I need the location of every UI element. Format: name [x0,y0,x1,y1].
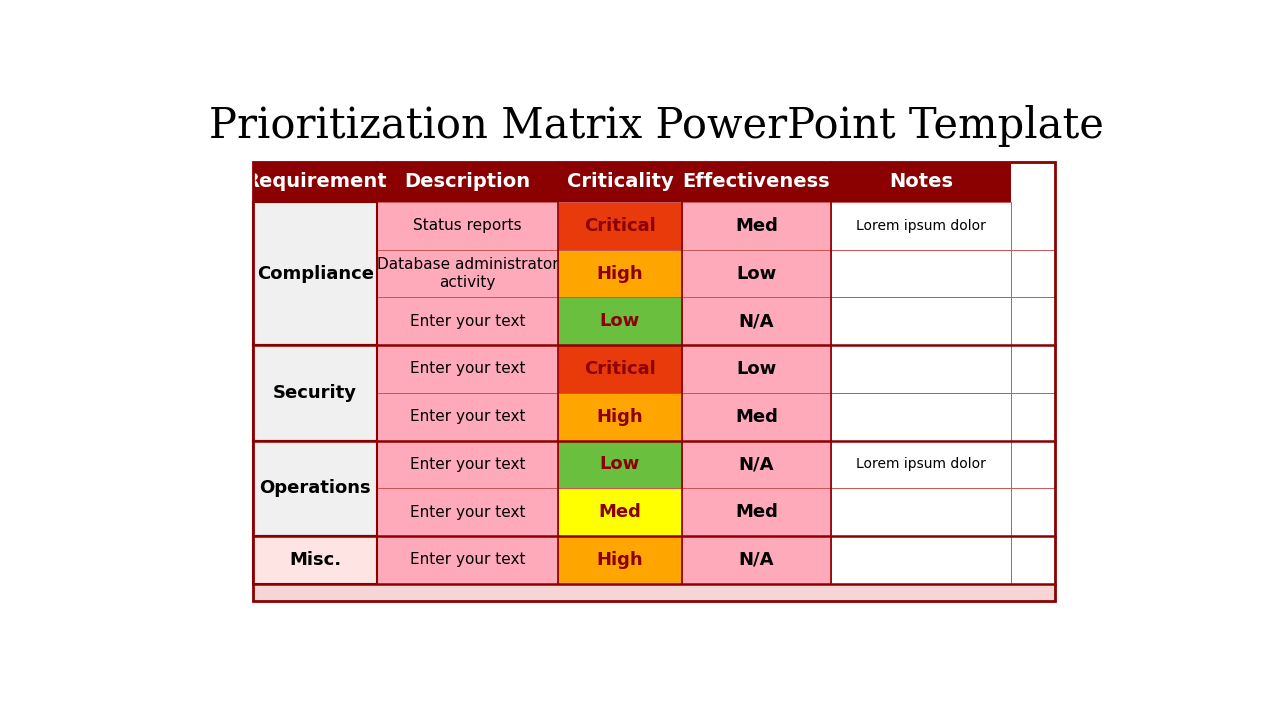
Bar [682,488,831,536]
Bar [831,488,1011,536]
Bar [682,202,831,250]
Text: Enter your text: Enter your text [410,552,525,567]
Text: Enter your text: Enter your text [410,314,525,329]
Bar [831,297,1011,345]
Bar [558,393,682,441]
Bar [831,202,1011,250]
Bar [378,441,558,488]
Bar [253,202,378,345]
Text: Enter your text: Enter your text [410,409,525,424]
Text: Misc.: Misc. [289,551,342,569]
Text: N/A: N/A [739,312,774,330]
Bar [682,297,831,345]
Bar [831,536,1011,584]
Bar [378,202,558,250]
Bar [253,441,378,536]
Text: Database administrator
activity: Database administrator activity [376,257,558,289]
Bar [378,536,558,584]
Bar [682,162,831,202]
Text: Effectiveness: Effectiveness [682,172,831,192]
Bar [378,393,558,441]
Text: Low: Low [736,264,777,282]
Bar [558,250,682,297]
Text: N/A: N/A [739,456,774,474]
Bar [253,162,378,202]
Bar [682,345,831,393]
Text: Med: Med [735,408,778,426]
Text: High: High [596,551,644,569]
Text: Lorem ipsum dolor: Lorem ipsum dolor [856,219,986,233]
Bar [378,250,558,297]
Text: Med: Med [599,503,641,521]
Text: Med: Med [735,503,778,521]
Bar [378,297,558,345]
Bar [253,441,378,536]
Text: N/A: N/A [739,551,774,569]
Text: Enter your text: Enter your text [410,361,525,377]
Bar [253,536,378,584]
Bar [831,393,1011,441]
Text: Low: Low [600,312,640,330]
Text: Prioritization Matrix PowerPoint Template: Prioritization Matrix PowerPoint Templat… [209,105,1103,148]
Bar [253,345,378,441]
Text: Security: Security [273,384,357,402]
Bar [558,441,682,488]
Bar [378,488,558,536]
Bar [558,536,682,584]
Bar [682,441,831,488]
Bar [831,441,1011,488]
Bar [253,584,1055,600]
Bar [831,345,1011,393]
Bar [253,536,378,584]
Bar [682,250,831,297]
Text: Enter your text: Enter your text [410,505,525,520]
Bar [558,345,682,393]
Text: Lorem ipsum dolor: Lorem ipsum dolor [856,457,986,472]
Text: Enter your text: Enter your text [410,457,525,472]
Bar [558,162,682,202]
Text: High: High [596,264,644,282]
Text: Compliance: Compliance [257,264,374,282]
Bar [253,162,1055,600]
Bar [558,488,682,536]
Bar [378,162,558,202]
Text: Low: Low [600,456,640,474]
Bar [253,345,378,441]
Text: Notes: Notes [888,172,952,192]
Bar [558,297,682,345]
Text: Critical: Critical [584,360,655,378]
Bar [253,202,378,345]
Text: Criticality: Criticality [567,172,673,192]
Text: Low: Low [736,360,777,378]
Text: Requirement: Requirement [244,172,387,192]
Text: Status reports: Status reports [413,218,522,233]
Bar [682,536,831,584]
Text: Med: Med [735,217,778,235]
Text: Critical: Critical [584,217,655,235]
Text: High: High [596,408,644,426]
Bar [682,393,831,441]
Bar [378,345,558,393]
Text: Operations: Operations [260,480,371,498]
Text: Description: Description [404,172,531,192]
Bar [558,202,682,250]
Bar [831,162,1011,202]
Bar [831,250,1011,297]
